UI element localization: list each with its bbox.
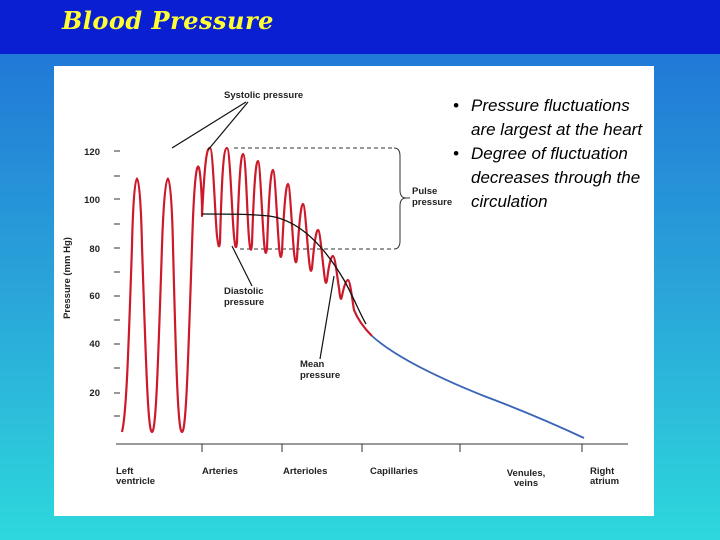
y-tick-label: 20 [89, 388, 100, 399]
x-label-veins: veins [514, 478, 538, 489]
y-tick-label: 100 [84, 195, 100, 206]
bullet-text: Degree of fluctuation decreases through … [471, 144, 641, 211]
x-label-venules: Venules, [507, 468, 546, 479]
diastolic-label-1: Diastolic [224, 286, 264, 297]
bullet-list: • Pressure fluctuations are largest at t… [449, 94, 654, 214]
x-label-arteries: Arteries [202, 466, 238, 477]
slide-title: Blood Pressure [62, 6, 274, 35]
blood-pressure-diagram: Pressure (mm Hg) 120 100 80 60 40 20 [62, 90, 628, 489]
systolic-leaders [171, 101, 249, 151]
diagram-panel: Pressure (mm Hg) 120 100 80 60 40 20 [54, 66, 654, 516]
bullet-dot: • [453, 144, 459, 163]
y-tick-label: 80 [89, 244, 100, 255]
bullet-dot: • [453, 96, 459, 115]
bullet-item: • Degree of fluctuation decreases throug… [449, 142, 654, 214]
pulse-label-2: pressure [412, 197, 452, 208]
bullet-text: Pressure fluctuations are largest at the… [471, 96, 643, 139]
pressure-curve-venous [371, 335, 585, 439]
x-label-right-atrium: Right [590, 466, 615, 477]
title-bar: Blood Pressure [0, 0, 720, 54]
y-tick-label: 60 [89, 291, 100, 302]
mean-leader [319, 275, 335, 360]
y-tick-label: 40 [89, 339, 100, 350]
x-label-right-atrium-2: atrium [590, 476, 619, 487]
diastolic-label-2: pressure [224, 297, 264, 308]
diastolic-leader [231, 245, 253, 287]
systolic-label: Systolic pressure [224, 90, 303, 101]
pulse-label-1: Pulse [412, 186, 437, 197]
y-tick-label: 120 [84, 147, 100, 158]
x-label-capillaries: Capillaries [370, 466, 418, 477]
bullet-item: • Pressure fluctuations are largest at t… [449, 94, 654, 142]
x-tick-marks [201, 444, 583, 452]
mean-label-1: Mean [300, 359, 324, 370]
x-label-left-ventricle-2: ventricle [116, 476, 155, 487]
y-axis-label: Pressure (mm Hg) [62, 237, 73, 319]
x-label-left-ventricle: Left [116, 466, 134, 477]
mean-pressure-curve [201, 213, 367, 325]
x-label-arterioles: Arterioles [283, 466, 327, 477]
pulse-pressure-bracket [234, 147, 410, 250]
y-tick-marks [114, 150, 120, 417]
mean-label-2: pressure [300, 370, 340, 381]
